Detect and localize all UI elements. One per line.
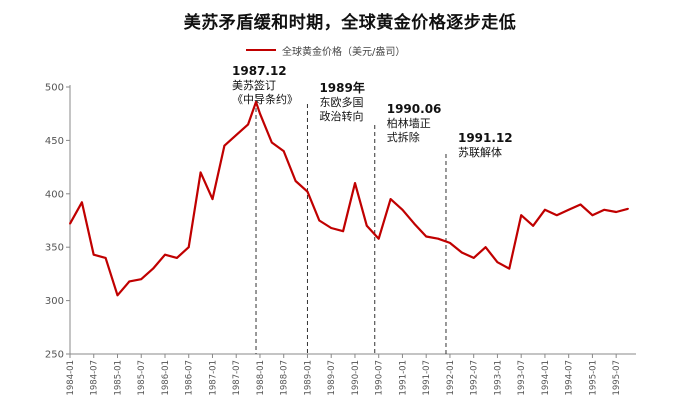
- y-tick-label: 250: [45, 350, 64, 361]
- annotation-text: 美苏签订: [232, 78, 276, 92]
- data-point: [354, 182, 356, 184]
- data-point: [247, 123, 249, 125]
- data-point: [627, 208, 629, 210]
- data-point: [366, 225, 368, 227]
- y-tick-label: 450: [45, 136, 64, 147]
- data-point: [283, 150, 285, 152]
- annotation-text: 苏联解体: [458, 145, 502, 159]
- data-point: [318, 220, 320, 222]
- x-tick-label: 1994-01: [541, 360, 551, 396]
- data-point: [152, 268, 154, 270]
- x-tick-label: 1988-07: [280, 360, 290, 396]
- x-tick-label: 1988-01: [256, 360, 266, 396]
- y-tick-label: 300: [45, 296, 64, 307]
- data-point: [615, 211, 617, 213]
- x-tick-label: 1990-01: [351, 360, 361, 396]
- x-tick-label: 1991-07: [422, 360, 432, 396]
- data-point: [402, 209, 404, 211]
- data-point: [200, 172, 202, 174]
- annotation-text: 1989年: [319, 80, 364, 95]
- x-tick-label: 1989-07: [327, 360, 337, 396]
- x-tick-label: 1987-07: [232, 360, 242, 396]
- x-tick-label: 1989-01: [303, 360, 313, 396]
- data-point: [81, 201, 83, 203]
- data-point: [330, 227, 332, 229]
- annotation-text: 1987.12: [232, 64, 287, 78]
- data-point: [105, 257, 107, 259]
- data-point: [497, 261, 499, 263]
- data-point: [69, 223, 71, 225]
- annotation-text: 东欧多国: [319, 95, 363, 109]
- data-point: [295, 180, 297, 182]
- data-point: [425, 236, 427, 238]
- y-tick-label: 350: [45, 243, 64, 254]
- x-tick-label: 1995-01: [588, 360, 598, 396]
- data-point: [117, 294, 119, 296]
- data-point: [235, 134, 237, 136]
- data-point: [188, 246, 190, 248]
- x-tick-label: 1985-01: [113, 360, 123, 396]
- data-point: [307, 191, 309, 193]
- y-tick-label: 400: [45, 189, 64, 200]
- y-tick-label: 500: [45, 83, 64, 94]
- data-point: [461, 252, 463, 254]
- x-tick-label: 1993-07: [517, 360, 527, 396]
- data-point: [176, 257, 178, 259]
- x-tick-label: 1985-07: [137, 360, 147, 396]
- data-point: [532, 225, 534, 227]
- x-tick-label: 1992-01: [446, 360, 456, 396]
- x-tick-label: 1987-01: [208, 360, 218, 396]
- data-point: [413, 223, 415, 225]
- data-point: [568, 209, 570, 211]
- x-tick-label: 1994-07: [565, 360, 575, 396]
- x-tick-label: 1992-07: [470, 360, 480, 396]
- data-point: [520, 214, 522, 216]
- data-point: [93, 254, 95, 256]
- annotation-text: 1991.12: [458, 131, 513, 145]
- x-tick-label: 1984-07: [90, 360, 100, 396]
- x-tick-label: 1995-07: [612, 360, 622, 396]
- series-line: [70, 102, 628, 295]
- data-point: [508, 268, 510, 270]
- data-point: [212, 198, 214, 200]
- data-point: [255, 101, 257, 103]
- data-point: [140, 278, 142, 280]
- annotation-text: 政治转向: [319, 109, 363, 123]
- data-point: [164, 254, 166, 256]
- annotation-text: 1990.06: [387, 102, 442, 116]
- annotation-text: 式拆除: [387, 130, 420, 144]
- x-tick-label: 1993-01: [493, 360, 503, 396]
- data-point: [271, 142, 273, 144]
- data-point: [437, 238, 439, 240]
- data-point: [223, 145, 225, 147]
- annotation-text: 《中导条约》: [232, 92, 298, 106]
- x-tick-label: 1986-07: [185, 360, 195, 396]
- data-point: [128, 280, 130, 282]
- data-point: [259, 113, 261, 115]
- x-tick-label: 1991-01: [398, 360, 408, 396]
- data-point: [544, 209, 546, 211]
- data-point: [378, 238, 380, 240]
- data-point: [592, 214, 594, 216]
- annotation-text: 柏林墙正: [387, 116, 431, 130]
- x-tick-label: 1984-01: [66, 360, 76, 396]
- data-point: [556, 214, 558, 216]
- data-point: [342, 230, 344, 232]
- data-point: [390, 198, 392, 200]
- x-tick-label: 1990-07: [375, 360, 385, 396]
- data-point: [473, 257, 475, 259]
- x-tick-label: 1986-01: [161, 360, 171, 396]
- data-point: [603, 209, 605, 211]
- data-point: [485, 246, 487, 248]
- data-point: [449, 242, 451, 244]
- data-point: [580, 204, 582, 206]
